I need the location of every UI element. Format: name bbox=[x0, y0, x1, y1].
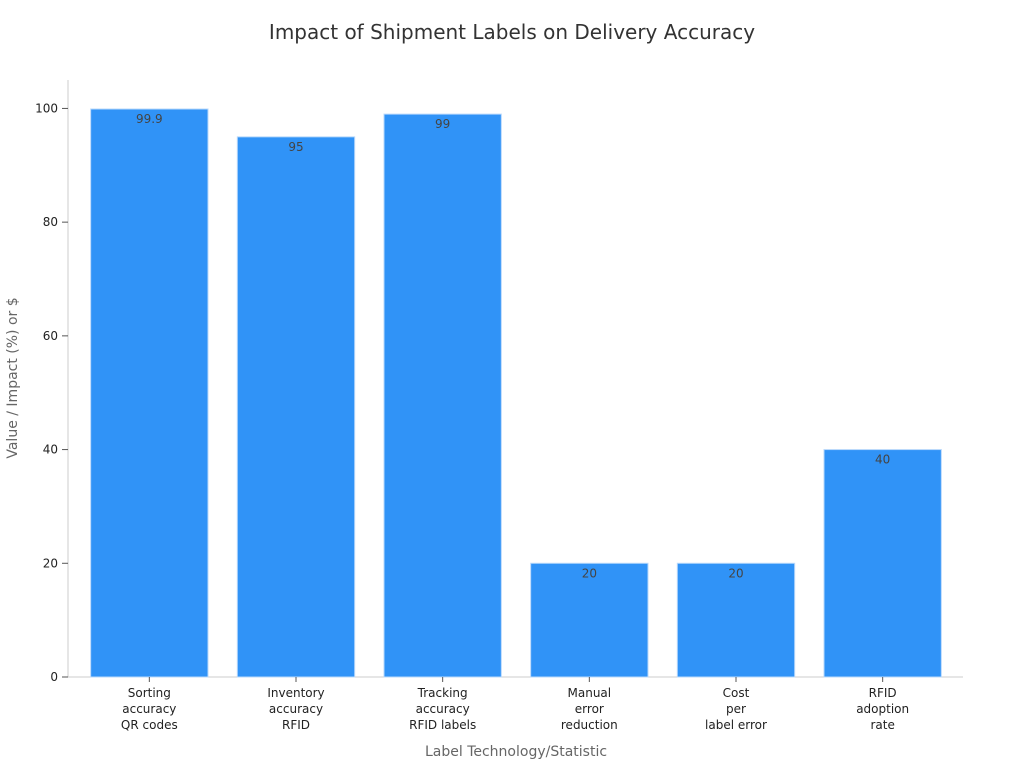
bar-value-label: 99.9 bbox=[136, 112, 163, 126]
x-category-label: Cost per label error bbox=[705, 686, 767, 732]
bars-group: 99.9 95 99 20 20 40 bbox=[90, 108, 942, 678]
bar bbox=[676, 562, 796, 678]
x-category-label: Inventory accuracy RFID bbox=[267, 686, 324, 732]
y-tick-label: 0 bbox=[50, 670, 58, 684]
bar-value-label: 95 bbox=[288, 140, 303, 154]
bar bbox=[823, 449, 942, 678]
bar-value-label: 40 bbox=[875, 453, 890, 467]
x-category-label: RFID adoption rate bbox=[856, 686, 909, 732]
bar-value-label: 20 bbox=[582, 566, 597, 580]
y-tick-label: 20 bbox=[43, 556, 58, 570]
y-axis-ticks: 0 20 40 60 80 100 bbox=[35, 101, 68, 684]
x-axis-title: Label Technology/Statistic bbox=[425, 744, 607, 760]
x-category-label: Manual error reduction bbox=[561, 686, 618, 732]
bar bbox=[530, 562, 649, 678]
x-axis-labels: Sorting accuracy QR codes Inventory accuracy… bbox=[121, 677, 909, 732]
bar-value-label: 99 bbox=[435, 117, 450, 131]
y-tick-label: 40 bbox=[43, 443, 58, 457]
y-tick-label: 80 bbox=[43, 215, 58, 229]
x-category-label: Tracking accuracy RFID labels bbox=[409, 686, 476, 732]
y-tick-label: 60 bbox=[43, 329, 58, 343]
bar bbox=[236, 136, 356, 678]
y-tick-label: 100 bbox=[35, 101, 58, 115]
x-category-label: Sorting accuracy QR codes bbox=[121, 686, 178, 732]
bar-value-label: 20 bbox=[728, 566, 743, 580]
bar bbox=[383, 113, 502, 678]
y-axis-title: Value / Impact (%) or $ bbox=[5, 297, 21, 458]
bar bbox=[90, 108, 209, 678]
chart-title: Impact of Shipment Labels on Delivery Ac… bbox=[268, 20, 756, 44]
